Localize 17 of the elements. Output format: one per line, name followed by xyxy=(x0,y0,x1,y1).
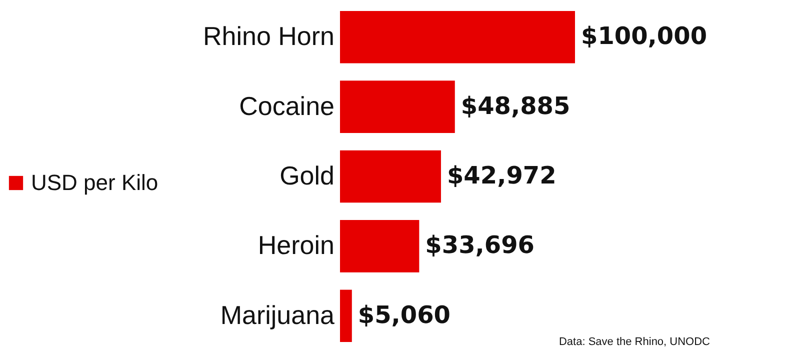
bar xyxy=(340,80,455,133)
data-label: $5,060 xyxy=(358,300,451,329)
y-tick-label: Cocaine xyxy=(239,90,334,121)
bar xyxy=(340,10,575,64)
data-label: $100,000 xyxy=(581,22,708,50)
data-label: $48,885 xyxy=(460,92,570,120)
y-tick-label: Rhino Horn xyxy=(202,21,334,52)
y-tick-label: Gold xyxy=(280,160,334,190)
bar xyxy=(340,220,420,272)
annotation: Data: Save the Rhino, UNODC xyxy=(558,336,710,348)
bar xyxy=(340,290,352,342)
bar xyxy=(340,150,441,203)
legend-label: USD per Kilo xyxy=(31,170,158,195)
data-label: $42,972 xyxy=(446,162,556,190)
data-label: $33,696 xyxy=(425,231,534,260)
y-tick-label: Heroin xyxy=(258,230,334,260)
y-tick-label: Marijuana xyxy=(220,300,336,330)
